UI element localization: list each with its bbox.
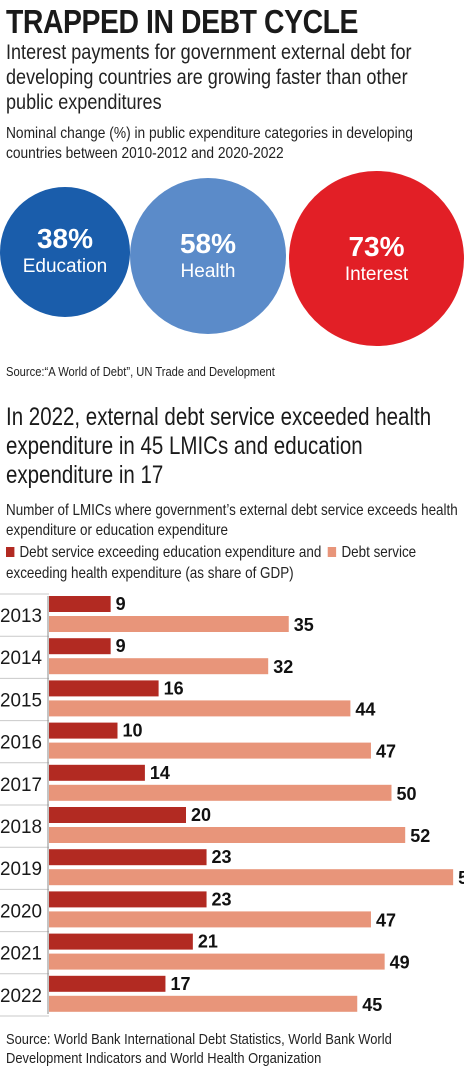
value-label-education: 16 bbox=[164, 678, 184, 698]
health-bubble-value: 58% bbox=[179, 228, 237, 259]
value-label-education: 21 bbox=[198, 932, 218, 952]
value-label-education: 10 bbox=[123, 721, 143, 741]
value-label-education: 9 bbox=[116, 594, 126, 614]
bar-education bbox=[49, 722, 118, 739]
bar-education bbox=[49, 596, 111, 612]
chart-source: Source: World Bank International Debt St… bbox=[6, 1031, 392, 1067]
bar-health bbox=[49, 995, 358, 1012]
value-label-health: 47 bbox=[376, 742, 396, 762]
health-bubble-label: Health bbox=[180, 261, 236, 282]
legend-swatch-health bbox=[328, 547, 337, 557]
bar-health bbox=[49, 911, 371, 928]
year-label: 2015 bbox=[0, 690, 42, 711]
bar-education bbox=[49, 680, 159, 697]
legend-swatch-education bbox=[6, 547, 15, 557]
value-label-health: 59 bbox=[458, 868, 464, 888]
bar-health bbox=[49, 784, 392, 801]
bar-education bbox=[49, 764, 145, 781]
bubble-source: Source:“A World of Debt”, UN Trade and D… bbox=[6, 364, 275, 379]
value-label-health: 45 bbox=[362, 995, 382, 1015]
bar-chart: 2013935201493220151644201610472017145020… bbox=[0, 593, 464, 1017]
education-bubble: 38% Education bbox=[0, 187, 130, 317]
bar-health bbox=[49, 953, 385, 970]
interest-bubble-label: Interest bbox=[344, 263, 409, 285]
value-label-health: 35 bbox=[294, 615, 314, 635]
bar-health bbox=[49, 700, 351, 717]
year-label: 2013 bbox=[0, 606, 42, 627]
value-label-health: 50 bbox=[397, 784, 417, 804]
health-bubble: 58% Health bbox=[130, 178, 286, 334]
year-label: 2019 bbox=[0, 859, 42, 880]
bar-education bbox=[49, 849, 207, 866]
bar-education bbox=[49, 891, 207, 908]
legend-label-education: Debt service exceeding education expendi… bbox=[19, 544, 322, 561]
bar-chart-note: Number of LMICs where government’s exter… bbox=[6, 502, 458, 539]
year-label: 2021 bbox=[0, 944, 42, 965]
year-label: 2022 bbox=[0, 986, 42, 1007]
page-subtitle: Interest payments for government externa… bbox=[6, 41, 412, 114]
bar-health bbox=[49, 742, 371, 759]
bar-education bbox=[49, 933, 193, 950]
education-bubble-value: 38% bbox=[36, 223, 94, 254]
interest-bubble-value: 73% bbox=[348, 230, 405, 262]
value-label-education: 20 bbox=[191, 805, 211, 825]
education-bubble-label: Education bbox=[22, 256, 108, 277]
page-title: TRAPPED IN DEBT CYCLE bbox=[6, 3, 359, 40]
year-label: 2016 bbox=[0, 733, 42, 754]
bar-education bbox=[49, 975, 166, 992]
year-label: 2017 bbox=[0, 775, 42, 796]
year-label: 2014 bbox=[0, 648, 42, 669]
bar-health bbox=[49, 616, 289, 632]
value-label-education: 14 bbox=[150, 763, 170, 783]
value-label-health: 52 bbox=[410, 826, 430, 846]
value-label-health: 47 bbox=[376, 910, 396, 930]
year-label: 2018 bbox=[0, 817, 42, 838]
value-label-education: 23 bbox=[212, 847, 232, 867]
bar-education bbox=[49, 638, 111, 655]
interest-bubble: 73% Interest bbox=[289, 171, 464, 346]
value-label-health: 32 bbox=[273, 657, 293, 677]
chart-legend: Debt service exceeding education expendi… bbox=[6, 542, 460, 584]
value-label-education: 17 bbox=[170, 974, 190, 994]
bar-health bbox=[49, 869, 454, 886]
bar-health bbox=[49, 827, 406, 843]
year-label: 2020 bbox=[0, 901, 42, 922]
bar-education bbox=[49, 807, 186, 823]
section-heading: In 2022, external debt service exceeded … bbox=[6, 403, 432, 489]
value-label-education: 23 bbox=[212, 889, 232, 909]
bar-health bbox=[49, 658, 269, 675]
bubble-chart-note: Nominal change (%) in public expenditure… bbox=[6, 125, 413, 162]
value-label-health: 44 bbox=[355, 699, 375, 719]
legend-label-health: Debt service exceeding health expenditur… bbox=[6, 544, 417, 582]
value-label-education: 9 bbox=[116, 636, 126, 656]
value-label-health: 49 bbox=[390, 953, 410, 973]
